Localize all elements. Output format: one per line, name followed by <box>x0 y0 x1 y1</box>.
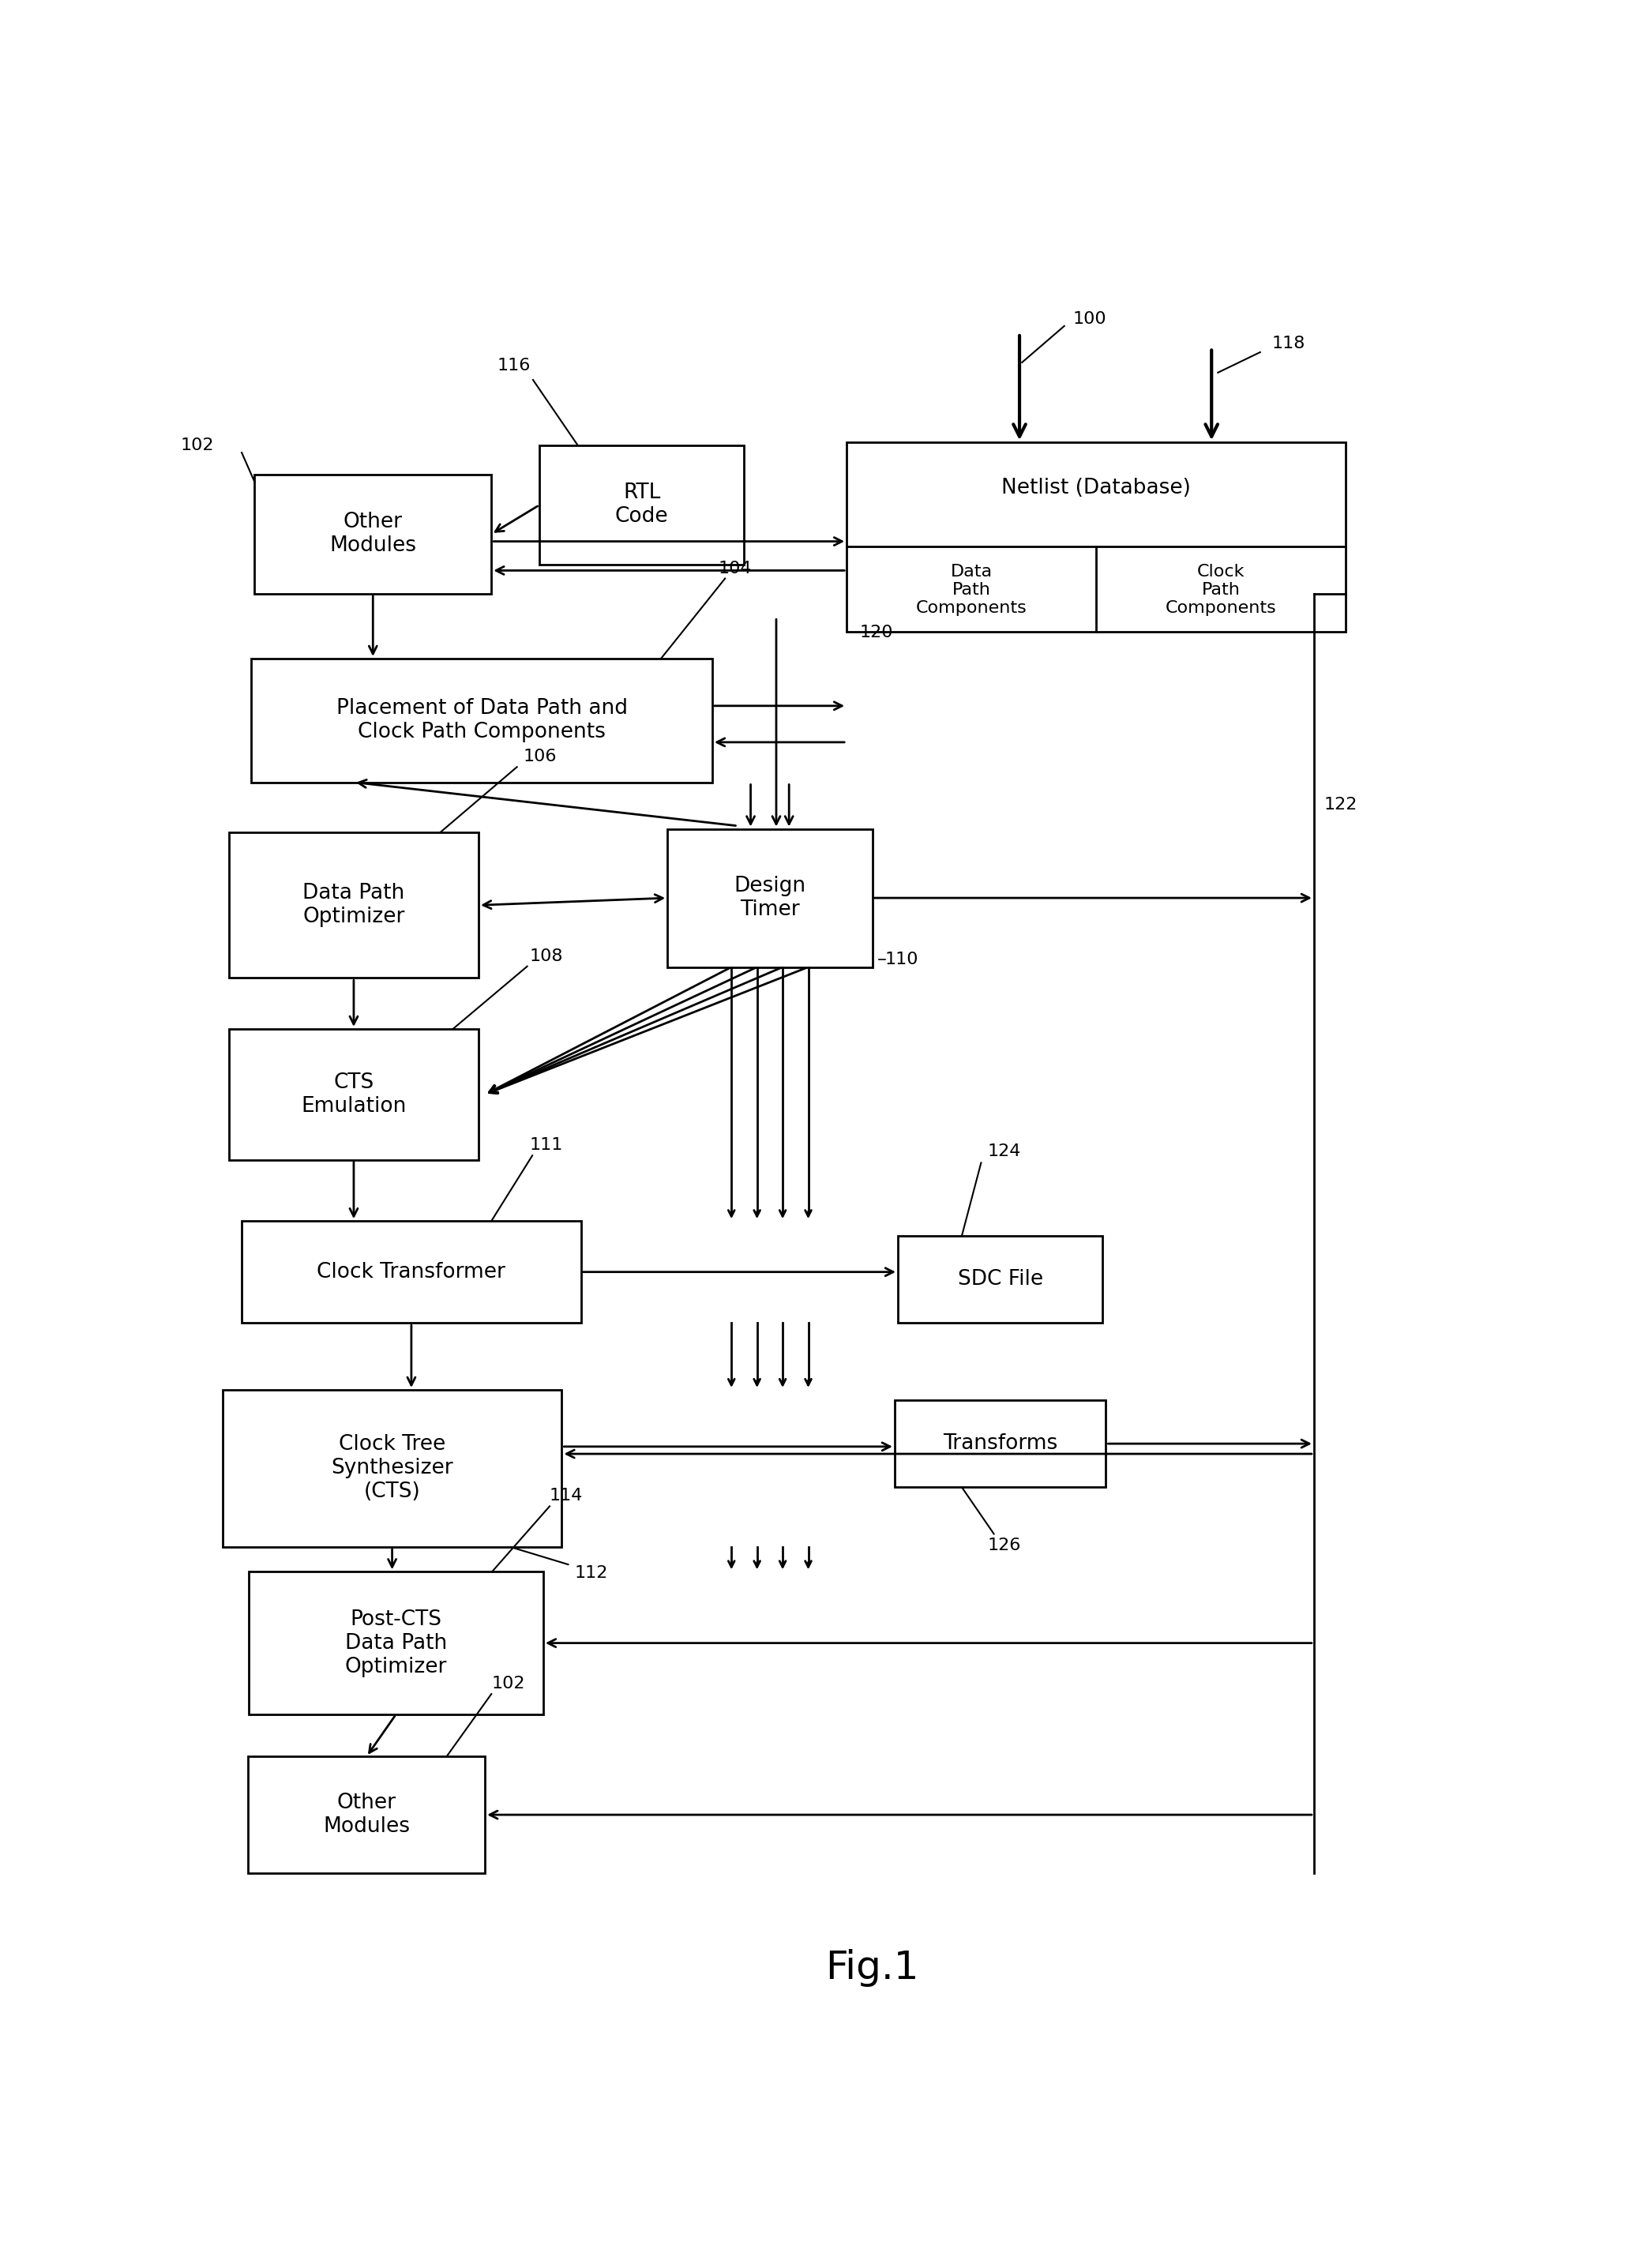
FancyBboxPatch shape <box>241 1220 582 1322</box>
Text: 102: 102 <box>491 1676 525 1692</box>
FancyBboxPatch shape <box>667 828 872 966</box>
Text: Clock
Path
Components: Clock Path Components <box>1166 565 1277 617</box>
Text: 110: 110 <box>885 953 919 968</box>
Text: 108: 108 <box>530 948 563 964</box>
Text: Clock Tree
Synthesizer
(CTS): Clock Tree Synthesizer (CTS) <box>330 1433 453 1501</box>
Text: Post-CTS
Data Path
Optimizer: Post-CTS Data Path Optimizer <box>345 1608 448 1676</box>
Text: 104: 104 <box>719 560 752 576</box>
Text: Data Path
Optimizer: Data Path Optimizer <box>302 882 405 928</box>
FancyBboxPatch shape <box>539 445 743 565</box>
Text: 126: 126 <box>988 1538 1021 1554</box>
Text: 118: 118 <box>1272 336 1305 352</box>
Text: 112: 112 <box>575 1565 608 1581</box>
FancyBboxPatch shape <box>223 1390 562 1547</box>
FancyBboxPatch shape <box>254 474 491 594</box>
FancyBboxPatch shape <box>230 832 479 978</box>
Text: 122: 122 <box>1325 796 1358 812</box>
FancyBboxPatch shape <box>899 1236 1104 1322</box>
Text: 100: 100 <box>1074 311 1107 327</box>
Text: 120: 120 <box>859 624 894 640</box>
Text: RTL
Code: RTL Code <box>615 483 669 526</box>
Text: Transforms: Transforms <box>943 1433 1057 1454</box>
Text: Data
Path
Components: Data Path Components <box>915 565 1028 617</box>
Text: Fig.1: Fig.1 <box>826 1948 919 1987</box>
Text: Other
Modules: Other Modules <box>324 1792 410 1837</box>
Text: 114: 114 <box>550 1488 583 1504</box>
Text: SDC File: SDC File <box>958 1270 1042 1290</box>
FancyBboxPatch shape <box>251 658 712 782</box>
Text: Netlist (Database): Netlist (Database) <box>1001 479 1191 499</box>
Text: Clock Transformer: Clock Transformer <box>317 1261 506 1281</box>
Text: 116: 116 <box>497 358 530 374</box>
Text: Placement of Data Path and
Clock Path Components: Placement of Data Path and Clock Path Co… <box>335 699 628 742</box>
Text: 124: 124 <box>988 1143 1021 1159</box>
Text: Other
Modules: Other Modules <box>329 513 416 556</box>
Text: 102: 102 <box>180 438 213 454</box>
Text: 106: 106 <box>524 748 557 764</box>
FancyBboxPatch shape <box>248 1755 486 1873</box>
Text: 111: 111 <box>530 1139 563 1152</box>
Text: CTS
Emulation: CTS Emulation <box>301 1073 406 1116</box>
Text: Design
Timer: Design Timer <box>733 875 806 921</box>
FancyBboxPatch shape <box>846 442 1346 631</box>
FancyBboxPatch shape <box>895 1399 1105 1488</box>
FancyBboxPatch shape <box>249 1572 544 1715</box>
FancyBboxPatch shape <box>230 1030 479 1159</box>
